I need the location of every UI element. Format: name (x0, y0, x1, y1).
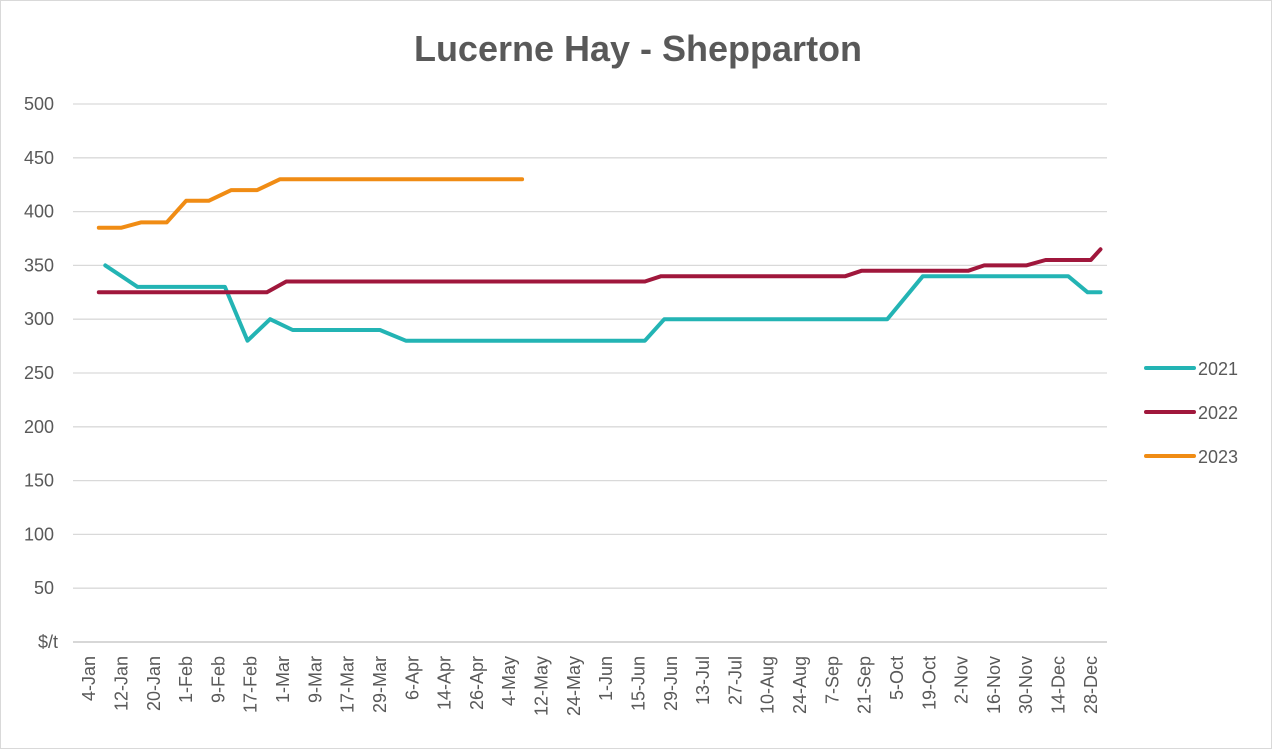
x-tick-label: 24-May (564, 656, 584, 716)
x-tick-label: 20-Jan (144, 656, 164, 711)
x-tick-label: 24-Aug (790, 656, 810, 714)
y-tick-label: 500 (24, 94, 54, 114)
y-tick-label: 400 (24, 202, 54, 222)
x-tick-label: 10-Aug (758, 656, 778, 714)
x-axis-ticks: 4-Jan 12-Jan 20-Jan 1-Feb 9-Feb 17-Feb 1-Mar 9-… (79, 656, 1101, 716)
y-tick-label: 50 (34, 578, 54, 598)
x-tick-label: 14-Apr (435, 656, 455, 710)
y-tick-label: 250 (24, 363, 54, 383)
series-line-2022 (96, 247, 1103, 295)
x-tick-label: 17-Feb (241, 656, 261, 713)
x-tick-label: 2-Nov (952, 656, 972, 704)
x-tick-label: 12-May (532, 656, 552, 716)
x-tick-label: 1-Jun (596, 656, 616, 701)
x-tick-label: 15-Jun (628, 656, 648, 711)
y-tick-label: 150 (24, 471, 54, 491)
x-tick-label: 27-Jul (725, 656, 745, 705)
series-lines (96, 177, 1103, 343)
x-tick-label: 13-Jul (693, 656, 713, 705)
x-tick-label: 28-Dec (1081, 656, 1101, 714)
y-tick-label: 350 (24, 255, 54, 275)
x-tick-label: 7-Sep (822, 656, 842, 704)
series-line-2023 (96, 177, 525, 230)
x-tick-label: 5-Oct (887, 656, 907, 700)
x-tick-label: 17-Mar (338, 656, 358, 713)
x-tick-label: 16-Nov (984, 656, 1004, 714)
x-tick-label: 4-Jan (79, 656, 99, 701)
x-tick-label: 1-Mar (273, 656, 293, 703)
x-tick-label: 9-Mar (305, 656, 325, 703)
x-tick-label: 1-Feb (176, 656, 196, 703)
x-tick-label: 19-Oct (919, 656, 939, 710)
x-tick-label: 30-Nov (1016, 656, 1036, 714)
legend-label-2021: 2021 (1198, 359, 1238, 379)
series-line-2021 (103, 263, 1103, 343)
y-tick-label: 100 (24, 524, 54, 544)
x-tick-label: 9-Feb (208, 656, 228, 703)
gridlines (73, 103, 1107, 643)
legend: 2021 2022 2023 (1144, 359, 1238, 467)
y-tick-label: 200 (24, 417, 54, 437)
y-axis-ticks: 500 450 400 350 300 250 200 150 100 50 (24, 94, 54, 598)
x-tick-label: 4-May (499, 656, 519, 706)
chart-title: Lucerne Hay - Shepparton (414, 28, 862, 69)
y-tick-label: 300 (24, 309, 54, 329)
legend-label-2023: 2023 (1198, 447, 1238, 467)
x-tick-label: 12-Jan (111, 656, 131, 711)
y-tick-label: 450 (24, 148, 54, 168)
legend-label-2022: 2022 (1198, 403, 1238, 423)
x-tick-label: 29-Mar (370, 656, 390, 713)
x-tick-label: 29-Jun (661, 656, 681, 711)
x-tick-label: 21-Sep (855, 656, 875, 714)
y-axis-label: $/t (38, 632, 58, 652)
x-tick-label: 26-Apr (467, 656, 487, 710)
x-tick-label: 6-Apr (402, 656, 422, 700)
x-tick-label: 14-Dec (1049, 656, 1069, 714)
